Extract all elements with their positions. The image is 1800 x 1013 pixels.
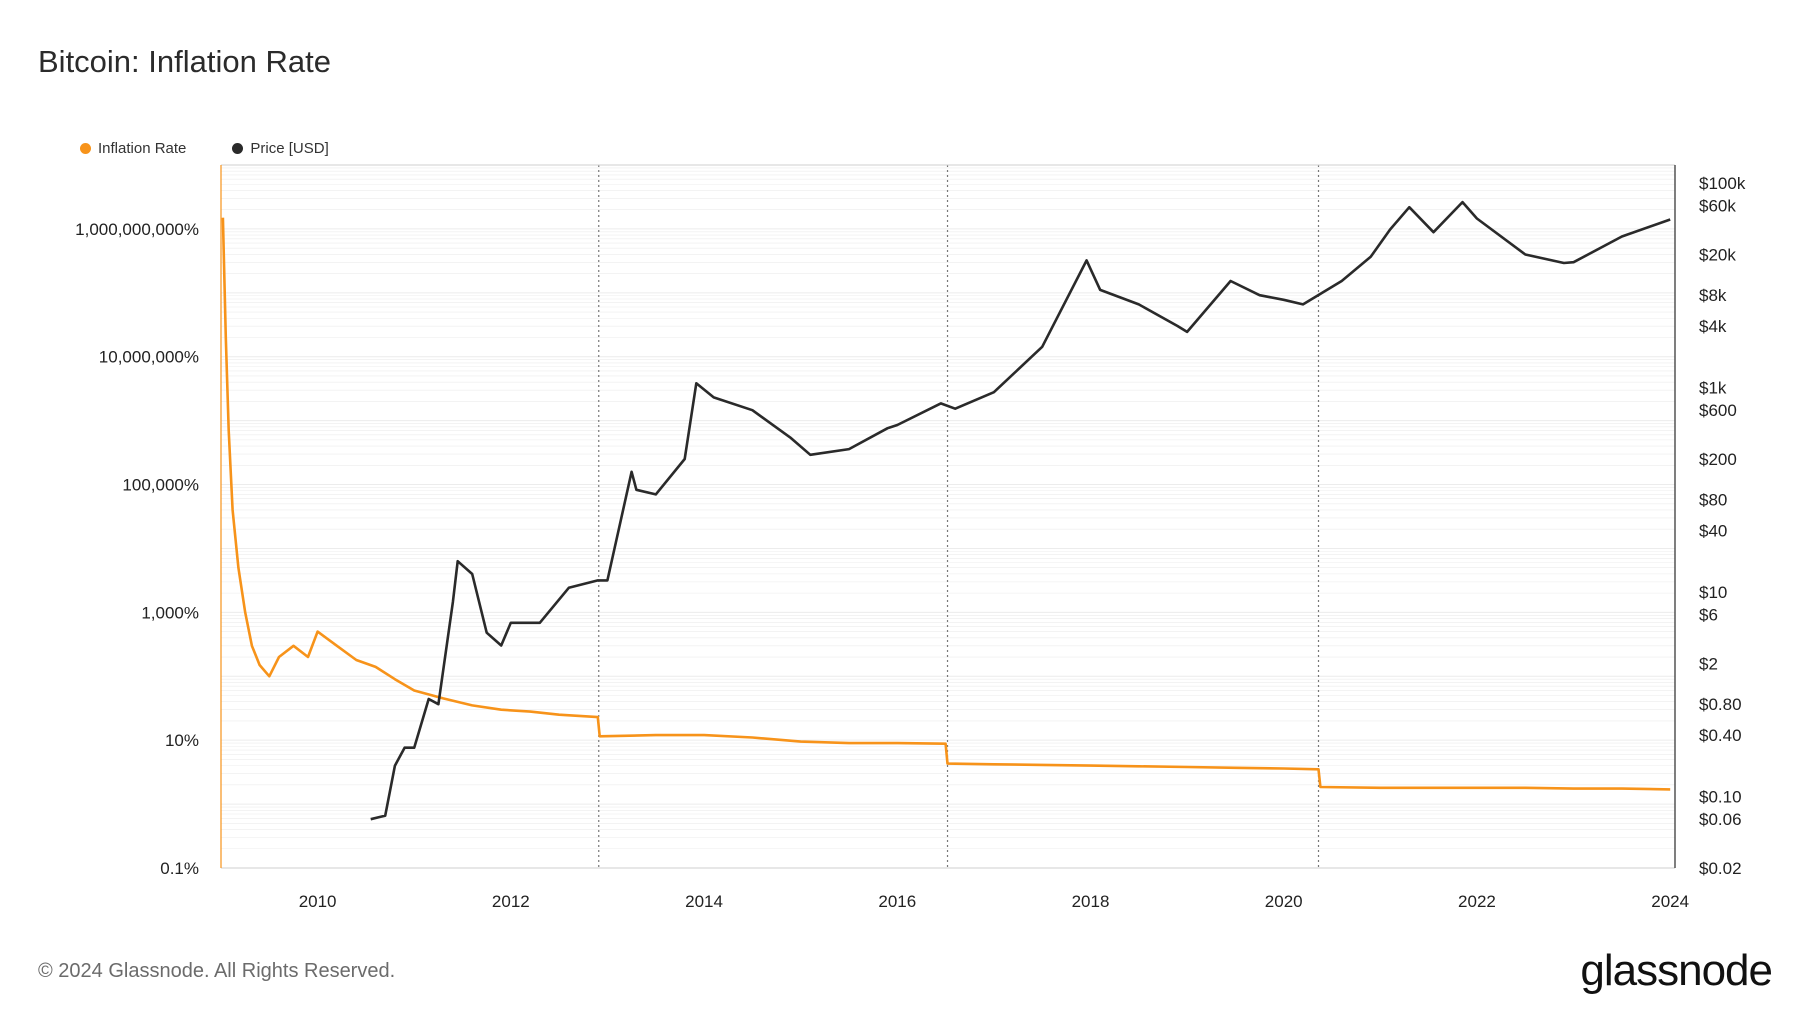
y-right-tick-label: $1k [1699,379,1727,398]
glassnode-logo: glassnode [1580,946,1773,995]
legend-item-price[interactable]: Price [USD] [232,140,329,157]
x-tick-label: 2020 [1265,892,1303,911]
y-left-tick-label: 1,000% [141,603,199,622]
y-right-tick-label: $0.80 [1699,695,1742,714]
legend-label-price: Price [USD] [250,140,329,157]
y-left-tick-labels: 1,000,000,000% 10,000,000% 100,000% 1,000% 1… [75,220,199,878]
y-right-tick-label: $200 [1699,450,1737,469]
x-tick-label: 2012 [492,892,530,911]
x-tick-label: 2010 [299,892,337,911]
x-tick-label: 2022 [1458,892,1496,911]
y-left-tick-label: 10,000,000% [99,348,199,367]
y-left-tick-label: 0.1% [160,859,199,878]
copyright-footer: © 2024 Glassnode. All Rights Reserved. [38,960,396,982]
y-left-tick-label: 10% [165,731,199,750]
y-right-tick-label: $80 [1699,491,1727,510]
y-right-tick-label: $10 [1699,583,1727,602]
y-right-tick-label: $600 [1699,401,1737,420]
plot-frame [220,164,1676,869]
x-tick-label: 2018 [1072,892,1110,911]
legend-item-inflation[interactable]: Inflation Rate [80,140,186,157]
y-left-tick-label: 1,000,000,000% [75,220,199,239]
y-right-tick-label: $0.40 [1699,726,1742,745]
series-lines [221,200,1671,821]
y-right-tick-label: $2 [1699,654,1718,673]
x-tick-label: 2024 [1651,892,1689,911]
y-right-tick-label: $6 [1699,606,1718,625]
price-line [370,200,1671,821]
y-right-tick-label: $4k [1699,317,1727,336]
y-left-tick-label: 100,000% [122,476,199,495]
inflation-rate-line [221,217,1671,791]
y-right-tick-label: $20k [1699,245,1736,264]
y-right-tick-label: $60k [1699,197,1736,216]
y-right-tick-label: $100k [1699,174,1746,193]
legend: Inflation Rate Price [USD] [80,140,329,157]
page-title: Bitcoin: Inflation Rate [38,44,331,79]
x-tick-label: 2014 [685,892,723,911]
y-right-tick-label: $0.10 [1699,788,1742,807]
y-right-tick-label: $0.02 [1699,859,1742,878]
legend-label-inflation: Inflation Rate [98,140,187,157]
legend-dot-price [232,143,244,154]
y-right-tick-labels: $100k $60k $20k $8k $4k $1k $600 $200 $80 $40 $10 $… [1699,174,1746,878]
x-tick-labels: 2010 2012 2014 2016 2018 2020 2022 2024 [299,892,1689,911]
legend-dot-inflation [80,143,91,154]
y-right-tick-label: $0.06 [1699,810,1742,829]
y-right-tick-label: $40 [1699,521,1727,540]
x-tick-label: 2016 [878,892,916,911]
y-right-tick-label: $8k [1699,286,1727,305]
